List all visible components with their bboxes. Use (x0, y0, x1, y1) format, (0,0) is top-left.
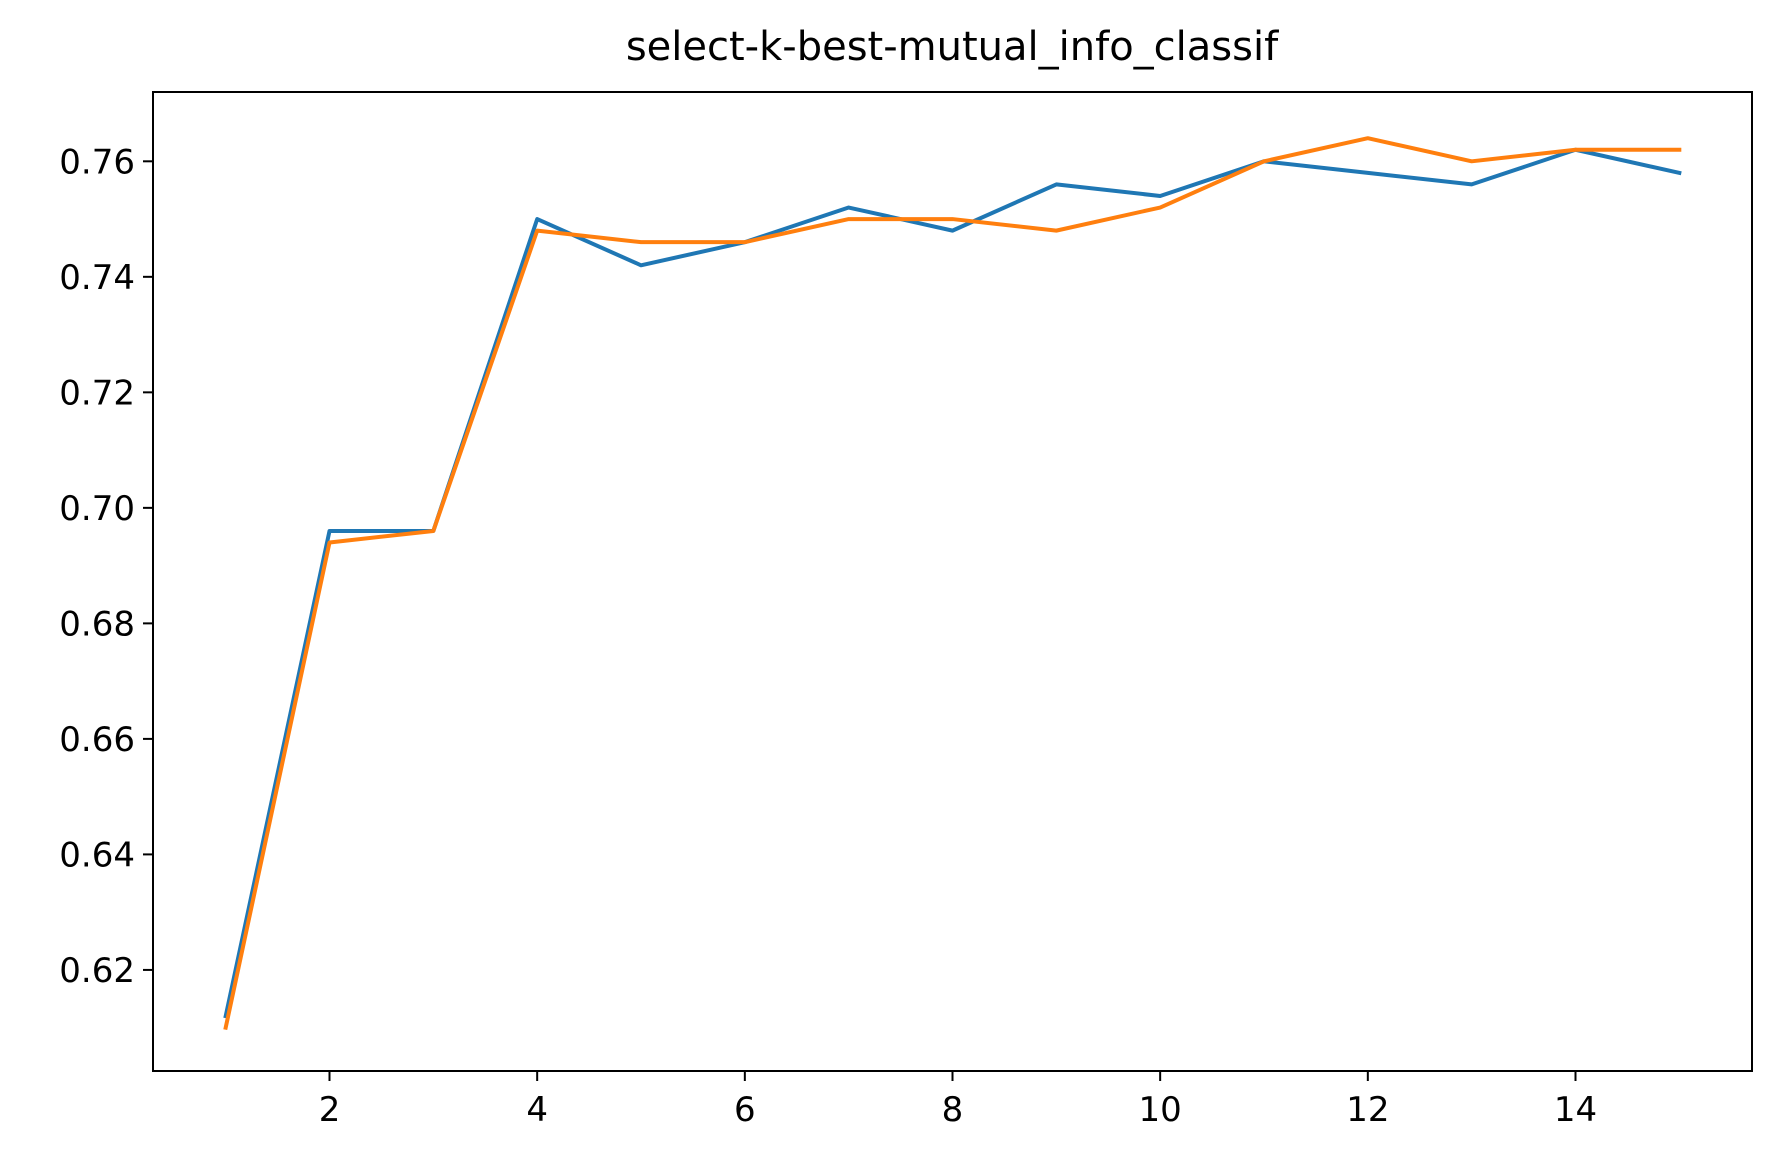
x-tick-label: 8 (942, 1090, 964, 1130)
y-tick-label: 0.70 (59, 489, 135, 529)
y-tick-label: 0.72 (59, 373, 135, 413)
x-tick-label: 10 (1139, 1090, 1182, 1130)
y-tick-label: 0.74 (59, 258, 135, 298)
series-line-1 (223, 147, 1682, 1019)
axes-layer: 2 4 6 8 10 12 14 0.62 0.64 0.66 0.68 0.70 0.72 0.74 0.… (59, 91, 1753, 1130)
y-tick-label: 0.62 (59, 951, 135, 991)
y-tick-label: 0.76 (59, 142, 135, 182)
x-tick-label: 4 (526, 1090, 548, 1130)
y-tick-label: 0.68 (59, 604, 135, 644)
series-layer (223, 136, 1682, 1031)
y-tick-label: 0.64 (59, 835, 135, 875)
series-line-2 (223, 136, 1682, 1031)
x-tick-label: 12 (1346, 1090, 1389, 1130)
x-tick-label: 2 (319, 1090, 341, 1130)
plot-frame (152, 91, 1753, 1072)
chart-title: select-k-best-mutual_info_classif (626, 24, 1279, 70)
x-tick-label: 14 (1554, 1090, 1597, 1130)
x-tick-label: 6 (734, 1090, 756, 1130)
y-tick-label: 0.66 (59, 720, 135, 760)
